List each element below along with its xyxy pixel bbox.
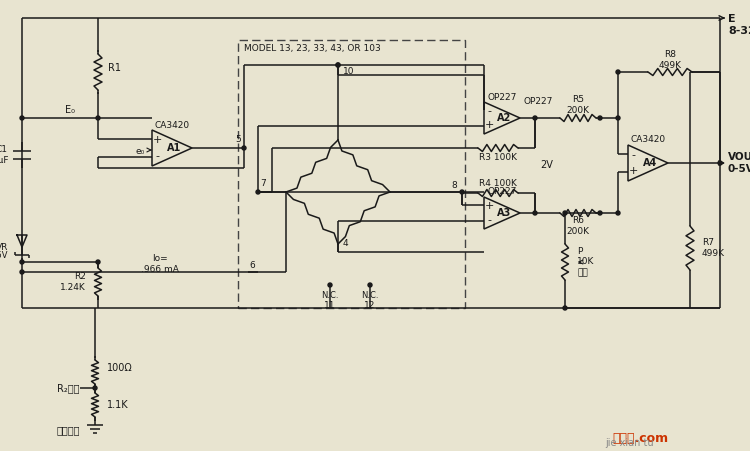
Circle shape [20,260,24,264]
Circle shape [336,63,340,67]
Text: A2: A2 [496,113,512,123]
Text: 100Ω: 100Ω [107,363,133,373]
Text: P
10K
调零: P 10K 调零 [577,247,594,277]
Text: A4: A4 [643,158,657,168]
Circle shape [598,116,602,120]
Text: A1: A1 [166,143,182,153]
Text: 11: 11 [324,300,336,309]
Text: E
8-32V: E 8-32V [728,14,750,36]
Text: VOUT
0-5V: VOUT 0-5V [728,152,750,174]
Text: OP227: OP227 [524,97,554,106]
Text: -: - [155,151,159,161]
Text: 刻度校准: 刻度校准 [56,425,80,435]
Text: -: - [487,215,491,225]
Text: 1.235V: 1.235V [0,252,8,261]
Text: 1.1K: 1.1K [107,400,129,410]
Text: A3: A3 [496,208,512,218]
Text: -: - [631,150,635,160]
Circle shape [533,116,537,120]
Text: 5: 5 [236,135,241,144]
Text: +: + [484,120,494,130]
Text: 10: 10 [343,66,355,75]
Text: Io=
.966 mA: Io= .966 mA [141,254,179,274]
Circle shape [93,386,97,390]
Circle shape [242,146,246,150]
Text: R3 100K: R3 100K [479,153,517,162]
Circle shape [460,190,464,194]
Text: OP227: OP227 [488,92,517,101]
Circle shape [616,116,620,120]
Circle shape [563,306,567,310]
Text: R4 100K: R4 100K [479,179,517,188]
Text: +: + [484,201,494,211]
Text: 4: 4 [343,239,349,249]
Text: 接线图.com: 接线图.com [612,432,668,445]
Circle shape [533,211,537,215]
Text: CA3420: CA3420 [631,135,665,144]
Circle shape [20,116,24,120]
Text: N.C.: N.C. [362,291,379,300]
Circle shape [616,211,620,215]
Circle shape [256,190,260,194]
Text: +: + [152,135,162,145]
Text: R5
200K: R5 200K [566,95,590,115]
Text: R6
200K: R6 200K [566,216,590,236]
Circle shape [20,270,24,274]
Text: OP227: OP227 [488,188,517,197]
Text: +: + [628,166,638,176]
Text: R2
1.24K: R2 1.24K [60,272,86,292]
Text: 8: 8 [452,180,457,189]
Text: MODEL 13, 23, 33, 43, OR 103: MODEL 13, 23, 33, 43, OR 103 [244,43,381,52]
Text: R1: R1 [108,63,121,73]
Circle shape [616,70,620,74]
Text: 6: 6 [249,261,255,270]
Circle shape [368,283,372,287]
Text: R8
499K: R8 499K [658,51,682,70]
Circle shape [598,211,602,215]
Text: VR: VR [0,243,8,252]
Text: 7: 7 [260,179,266,189]
Text: R₂选择: R₂选择 [58,383,80,393]
Text: 12: 12 [364,300,376,309]
Text: C1
.1μF: C1 .1μF [0,145,8,165]
Text: e₀: e₀ [135,147,145,156]
Text: -: - [487,106,491,116]
Text: E₀: E₀ [65,105,75,115]
Circle shape [336,63,340,67]
Text: jie xian tu: jie xian tu [606,438,654,448]
Text: N.C.: N.C. [321,291,339,300]
Text: R7
499K: R7 499K [702,238,725,258]
Circle shape [328,283,332,287]
Text: 2V: 2V [540,160,553,170]
Circle shape [96,116,100,120]
Circle shape [96,260,100,264]
Text: CA3420: CA3420 [154,120,190,129]
Circle shape [718,161,722,165]
Circle shape [563,211,567,215]
